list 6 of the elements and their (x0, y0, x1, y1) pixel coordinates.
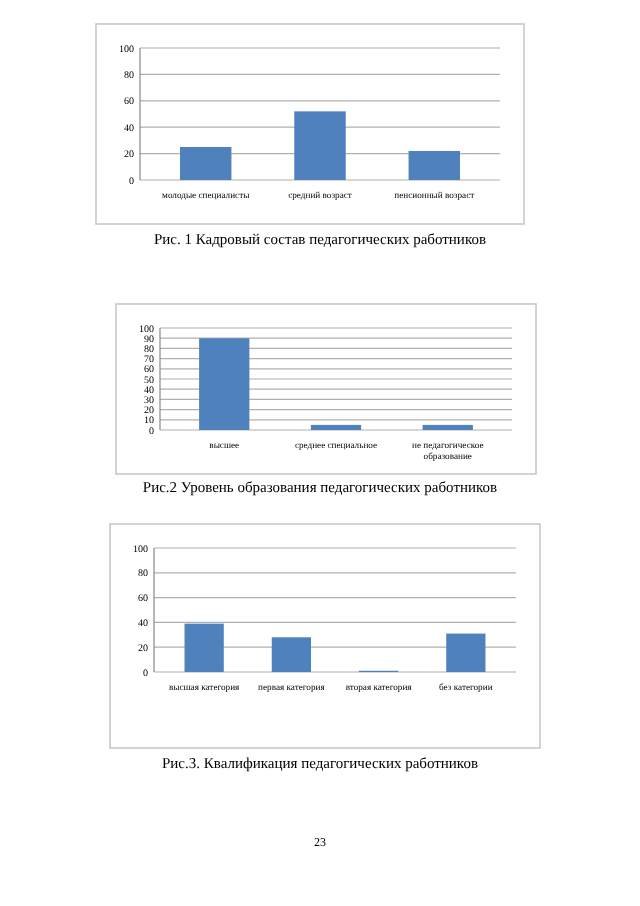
bar (180, 147, 232, 180)
bar (271, 637, 312, 672)
bar (408, 150, 460, 180)
bar (446, 633, 486, 672)
bar (184, 623, 224, 672)
bar (294, 111, 346, 180)
